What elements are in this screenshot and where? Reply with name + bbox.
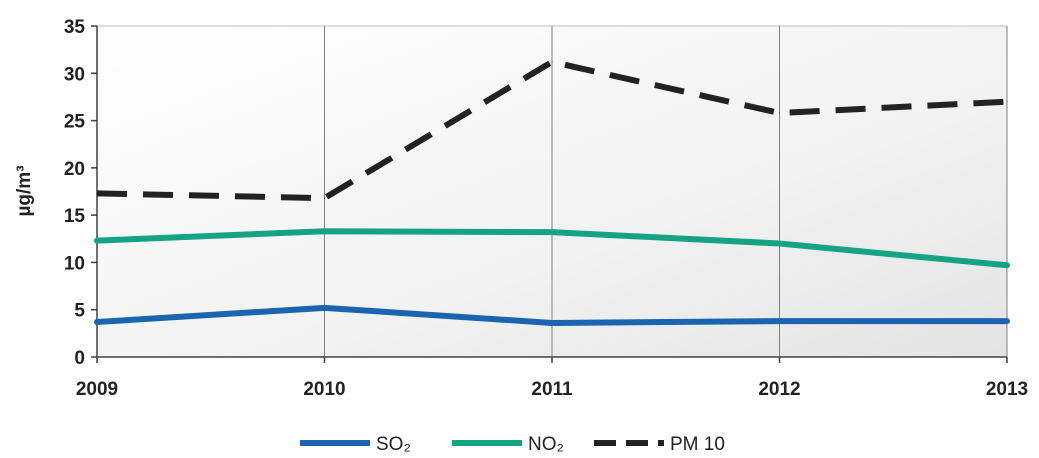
- y-tick-label: 15: [64, 206, 86, 227]
- y-tick-label: 10: [64, 253, 85, 274]
- x-tick-label: 2009: [76, 379, 118, 400]
- data-point: [96, 240, 98, 242]
- y-tick-label: 0: [74, 348, 85, 369]
- y-tick-label: 20: [64, 159, 85, 180]
- data-point: [1006, 101, 1008, 103]
- data-point: [1006, 264, 1008, 266]
- y-axis-label: µg/m³: [14, 165, 35, 216]
- vertical-gridlines: [324, 26, 1008, 357]
- data-point: [779, 243, 780, 245]
- data-point: [1006, 320, 1008, 322]
- x-tick-label: 2012: [758, 379, 800, 400]
- series-lines: [94, 58, 1010, 326]
- data-point: [779, 320, 780, 322]
- data-point: [779, 112, 780, 114]
- x-tick-label: 2011: [531, 379, 573, 400]
- y-tick-label: 35: [64, 17, 86, 38]
- legend: SO₂ NO₂ PM 10: [300, 434, 725, 455]
- y-axis-ticks: 0 5 10 15 20 25 30 35: [64, 17, 97, 369]
- data-point: [324, 197, 325, 199]
- legend-label: SO₂: [376, 434, 411, 455]
- data-point: [96, 192, 98, 194]
- data-point: [551, 231, 553, 233]
- x-tick-label: 2013: [986, 379, 1028, 400]
- data-point: [551, 61, 553, 63]
- legend-label: NO₂: [528, 434, 564, 455]
- data-point: [324, 307, 325, 309]
- y-tick-label: 30: [64, 64, 85, 85]
- y-tick-label: 25: [64, 112, 86, 133]
- x-tick-label: 2010: [303, 379, 345, 400]
- x-axis-ticks: 2009 2010 2011 2012 2013: [76, 357, 1028, 400]
- data-point: [96, 321, 98, 323]
- data-point: [324, 230, 325, 232]
- data-point: [551, 322, 553, 324]
- y-tick-label: 5: [74, 301, 85, 322]
- series-line-pm-10: [96, 58, 1008, 202]
- legend-label: PM 10: [670, 434, 725, 455]
